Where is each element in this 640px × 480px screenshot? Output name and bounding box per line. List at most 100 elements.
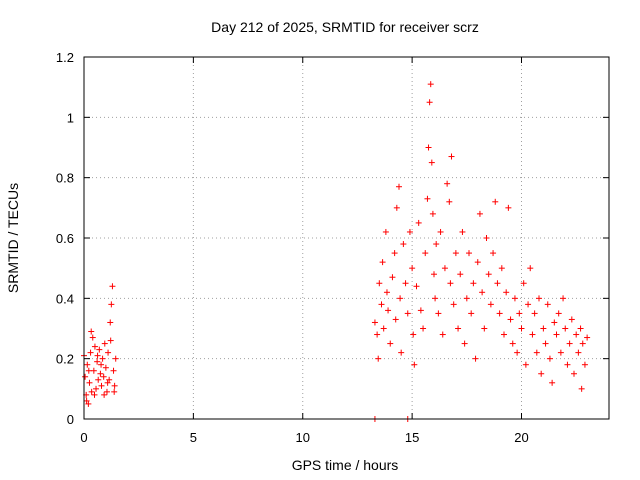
x-tick-label: 0 bbox=[80, 430, 87, 445]
data-point bbox=[109, 283, 116, 290]
data-point bbox=[387, 340, 394, 347]
data-point bbox=[446, 198, 453, 205]
data-point bbox=[108, 301, 115, 308]
y-tick-label: 0 bbox=[67, 412, 74, 427]
data-point bbox=[371, 319, 378, 326]
data-point bbox=[112, 355, 119, 362]
data-points bbox=[81, 81, 591, 422]
y-tick-label: 1 bbox=[67, 110, 74, 125]
data-point bbox=[525, 301, 532, 308]
data-point bbox=[439, 331, 446, 338]
data-point bbox=[425, 144, 432, 151]
data-point bbox=[584, 334, 591, 341]
data-point bbox=[392, 316, 399, 323]
data-point bbox=[88, 328, 95, 335]
data-point bbox=[424, 195, 431, 202]
data-point bbox=[518, 325, 525, 332]
data-point bbox=[91, 391, 98, 398]
data-point bbox=[557, 349, 564, 356]
data-point bbox=[404, 310, 411, 317]
data-point bbox=[444, 180, 451, 187]
data-point bbox=[450, 301, 457, 308]
data-point bbox=[479, 289, 486, 296]
data-point bbox=[83, 397, 90, 404]
data-point bbox=[376, 280, 383, 287]
data-point bbox=[540, 325, 547, 332]
data-point bbox=[581, 361, 588, 368]
data-point bbox=[84, 361, 91, 368]
data-point bbox=[575, 349, 582, 356]
data-point bbox=[542, 340, 549, 347]
data-point bbox=[562, 325, 569, 332]
data-point bbox=[549, 379, 556, 386]
data-point bbox=[103, 388, 110, 395]
data-point bbox=[106, 376, 113, 383]
data-point bbox=[378, 301, 385, 308]
data-point bbox=[520, 280, 527, 287]
data-point bbox=[410, 331, 417, 338]
data-point bbox=[91, 343, 98, 350]
data-point bbox=[422, 250, 429, 257]
data-point bbox=[564, 361, 571, 368]
data-point bbox=[98, 361, 105, 368]
data-point bbox=[485, 271, 492, 278]
data-point bbox=[577, 325, 584, 332]
data-point bbox=[470, 280, 477, 287]
data-point bbox=[429, 210, 436, 217]
y-tick-label: 0.8 bbox=[56, 171, 74, 186]
data-point bbox=[531, 310, 538, 317]
data-point bbox=[571, 370, 577, 377]
data-point bbox=[560, 295, 567, 302]
data-point bbox=[472, 355, 479, 362]
data-point bbox=[100, 373, 107, 380]
data-point bbox=[102, 364, 109, 371]
data-point bbox=[398, 349, 405, 356]
data-point bbox=[551, 319, 558, 326]
data-point bbox=[527, 265, 534, 272]
y-axis-label: SRMTID / TECUs bbox=[5, 183, 21, 293]
data-point bbox=[516, 310, 523, 317]
y-tick-label: 0.4 bbox=[56, 291, 74, 306]
data-point bbox=[435, 310, 442, 317]
data-point bbox=[452, 250, 459, 257]
y-tick-label: 0.6 bbox=[56, 231, 74, 246]
x-tick-label: 5 bbox=[190, 430, 197, 445]
data-point bbox=[501, 331, 507, 338]
data-point bbox=[568, 316, 575, 323]
data-point bbox=[498, 265, 505, 272]
data-point bbox=[383, 289, 390, 296]
data-point bbox=[389, 274, 396, 281]
data-point bbox=[461, 340, 468, 347]
data-point bbox=[97, 370, 104, 377]
data-point bbox=[99, 355, 106, 362]
data-point bbox=[385, 307, 392, 314]
y-tick-label: 0.2 bbox=[56, 352, 74, 367]
data-point bbox=[544, 301, 551, 308]
y-tick-label: 1.2 bbox=[56, 50, 74, 65]
data-point bbox=[538, 370, 545, 377]
data-point bbox=[88, 388, 95, 395]
data-point bbox=[107, 337, 114, 344]
data-point bbox=[86, 379, 93, 386]
data-point bbox=[509, 340, 516, 347]
data-point bbox=[87, 349, 94, 356]
data-point bbox=[411, 361, 418, 368]
data-point bbox=[427, 81, 434, 88]
data-point bbox=[101, 340, 108, 347]
data-point bbox=[400, 241, 407, 248]
data-point bbox=[111, 382, 118, 389]
data-point bbox=[463, 295, 470, 302]
data-point bbox=[490, 250, 497, 257]
data-point bbox=[447, 280, 454, 287]
data-point bbox=[95, 376, 102, 383]
data-point bbox=[494, 280, 501, 287]
data-point bbox=[507, 316, 514, 323]
data-point bbox=[85, 400, 92, 407]
data-point bbox=[382, 228, 389, 235]
data-point bbox=[566, 340, 573, 347]
data-point bbox=[573, 331, 580, 338]
data-point bbox=[94, 358, 101, 365]
data-point bbox=[553, 331, 560, 338]
data-point bbox=[483, 235, 490, 241]
